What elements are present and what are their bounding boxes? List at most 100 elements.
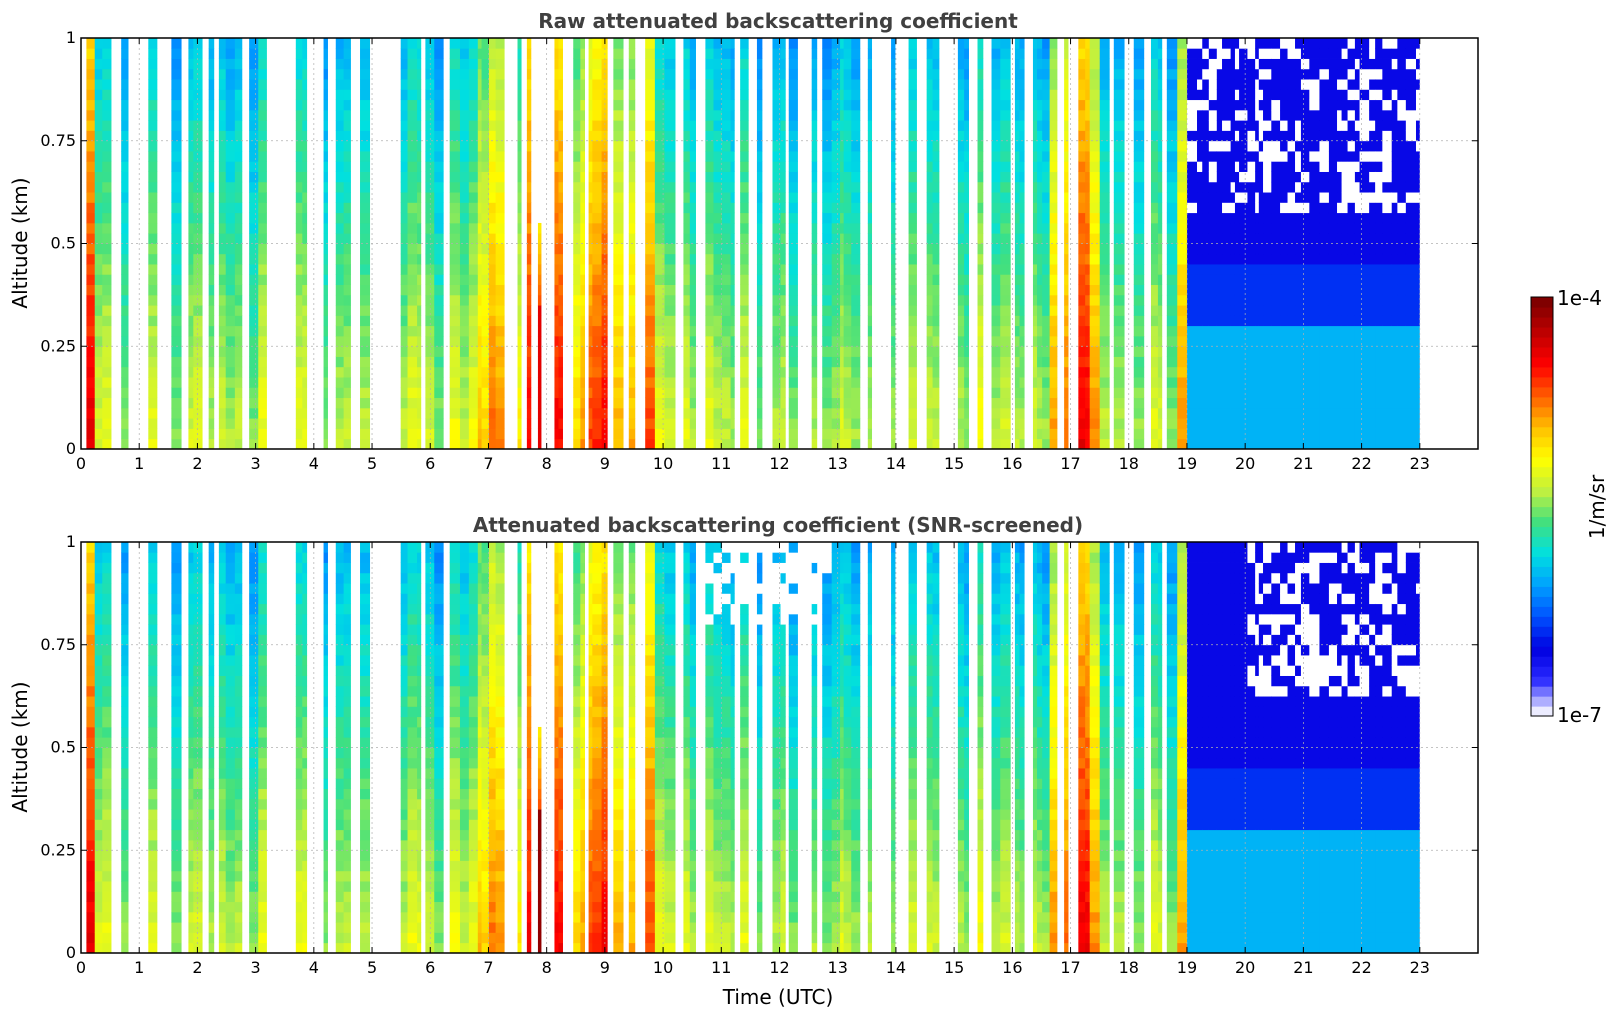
heatmap-cell [1328,192,1338,203]
heatmap-cell [580,315,585,327]
heatmap-cell [891,222,896,234]
heatmap-cell [558,305,563,316]
heatmap-cell [1202,264,1210,275]
heatmap-cell [517,418,522,429]
heatmap-cell [295,130,303,142]
heatmap-cell [1032,38,1038,49]
heatmap-cell [1157,315,1163,327]
heatmap-cell [1263,38,1272,49]
heatmap-cell [1208,58,1218,70]
heatmap-cell [573,222,581,234]
heatmap-cell [1037,335,1043,347]
heatmap-cell [1347,315,1356,327]
heatmap-cell [957,397,965,409]
heatmap-cell [991,192,1001,203]
heatmap-cell [488,48,497,59]
heatmap-cell [434,48,444,59]
heatmap-cell [171,171,182,183]
heatmap-cell [323,38,328,49]
heatmap-cell [1177,212,1188,224]
heatmap-cell [449,109,461,121]
heatmap-cell [645,264,656,275]
heatmap-cell [1085,120,1091,131]
heatmap-cell [554,346,559,357]
heatmap-cell [249,325,259,337]
heatmap-cell [302,151,308,162]
heatmap-cell [360,120,371,131]
heatmap-cell [121,109,129,121]
heatmap-cell [843,89,852,101]
heatmap-cell [1271,140,1281,152]
heatmap-cell [1208,68,1218,80]
heatmap-cell [481,140,490,152]
heatmap-cell [218,192,227,203]
heatmap-cell [121,171,129,183]
heatmap-cell [740,346,749,357]
heatmap-cell [1202,366,1210,378]
heatmap-cell [822,68,833,80]
heatmap-cell [477,181,483,193]
heatmap-cell [780,212,786,224]
heatmap-cell [1157,222,1163,234]
heatmap-cell [654,181,666,193]
heatmap-cell [208,264,215,275]
heatmap-cell [977,222,984,234]
heatmap-cell [225,387,236,399]
heatmap-cell [335,264,345,275]
heatmap-cell [526,212,532,224]
heatmap-cell [425,140,435,152]
heatmap-cell [722,120,732,131]
heatmap-cell [1359,284,1370,296]
heatmap-cell [843,346,852,357]
heatmap-cell [1019,418,1025,429]
heatmap-cell [302,377,308,388]
heatmap-cell [580,438,585,450]
heatmap-cell [592,79,603,90]
heatmap-cell [1157,243,1163,255]
heatmap-cell [722,222,732,234]
heatmap-cell [1014,171,1020,183]
heatmap-cell [335,202,345,214]
heatmap-cell [1113,264,1125,275]
heatmap-cell [851,48,861,59]
heatmap-cell [1319,202,1330,214]
heatmap-cell [1157,274,1163,285]
heatmap-cell [780,407,786,419]
heatmap-cell [1113,407,1125,419]
heatmap-cell [481,171,490,183]
heatmap-cell [628,222,636,234]
heatmap-cell [1078,346,1086,357]
heatmap-cell [654,130,666,142]
heatmap-cell [1230,387,1236,399]
heatmap-cell [1166,202,1178,214]
heatmap-cell [840,38,845,49]
heatmap-cell [234,377,243,388]
heatmap-cell [218,181,227,193]
heatmap-cell [1113,284,1125,296]
heatmap-cell [1300,418,1310,429]
heatmap-cell [1037,99,1043,111]
heatmap-cell [208,181,215,193]
heatmap-cell [1222,366,1232,378]
heatmap-cell [573,243,581,255]
heatmap-cell [1187,192,1198,203]
heatmap-cell [1222,284,1232,296]
heatmap-cell [1337,222,1343,234]
heatmap-cell [977,325,984,337]
heatmap-cell [1247,335,1256,347]
heatmap-cell [713,222,723,234]
heatmap-cell [1328,325,1338,337]
heatmap-cell [822,48,833,59]
heatmap-cell [234,294,243,306]
heatmap-cell [1222,335,1232,347]
heatmap-cell [1382,407,1393,419]
heatmap-cell [1375,356,1383,368]
heatmap-cell [171,253,182,265]
heatmap-cell [932,89,940,101]
heatmap-cell [811,233,818,244]
heatmap-cell [193,181,203,193]
heatmap-cell [1078,151,1086,162]
heatmap-cell [1239,377,1248,388]
heatmap-cell [592,335,603,347]
heatmap-cell [851,438,861,450]
